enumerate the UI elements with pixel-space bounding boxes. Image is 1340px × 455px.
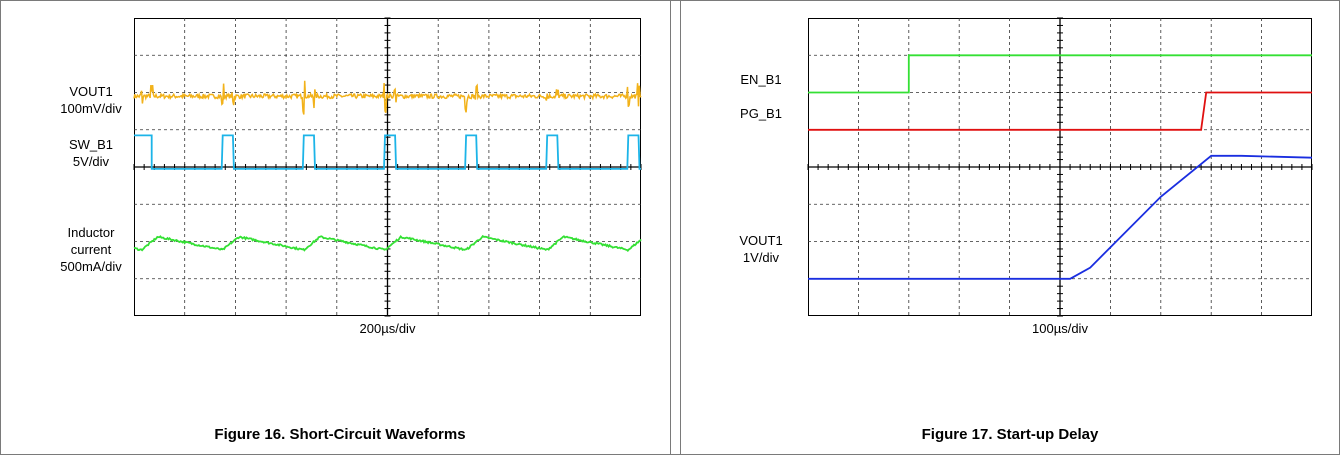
inductor-current-trace (133, 234, 642, 252)
channel-label-sw: SW_B1 5V/div (46, 136, 136, 170)
channel-label-line: SW_B1 (68, 137, 114, 152)
channel-label-line: VOUT1 (69, 84, 113, 99)
x-scale-label: 200µs/div (359, 321, 416, 336)
channel-label-inductor: Inductor current 500mA/div (46, 224, 136, 275)
channel-label-line: 500mA/div (60, 259, 122, 274)
vout1-trace (808, 154, 1313, 280)
vout1-trace (133, 80, 642, 115)
channel-label-line: Inductor (67, 225, 115, 240)
pg-b1-trace (808, 91, 1312, 131)
sw-b1-trace (134, 134, 641, 170)
scope-figure-17 (807, 17, 1313, 317)
en-b1-trace (808, 54, 1312, 94)
channel-label-line: VOUT1 (739, 233, 783, 248)
channel-label-vout1: VOUT1 100mV/div (46, 83, 136, 117)
channel-label-line: PG_B1 (740, 106, 782, 121)
panel-divider (680, 0, 681, 455)
x-scale-label: 100µs/div (1032, 321, 1088, 336)
channel-label-line: 5V/div (72, 154, 110, 169)
channel-label-en: EN_B1 (716, 71, 806, 88)
channel-label-vout1: VOUT1 1V/div (716, 232, 806, 266)
figure-caption: Figure 17. Start-up Delay (921, 426, 1099, 443)
figure-caption: Figure 16. Short-Circuit Waveforms (214, 426, 466, 443)
channel-label-pg: PG_B1 (716, 105, 806, 122)
channel-label-line: 1V/div (742, 250, 780, 265)
scope-figure-16 (133, 17, 642, 317)
channel-label-line: 100mV/div (60, 101, 122, 116)
channel-label-line: current (70, 242, 112, 257)
channel-label-line: EN_B1 (740, 72, 782, 87)
